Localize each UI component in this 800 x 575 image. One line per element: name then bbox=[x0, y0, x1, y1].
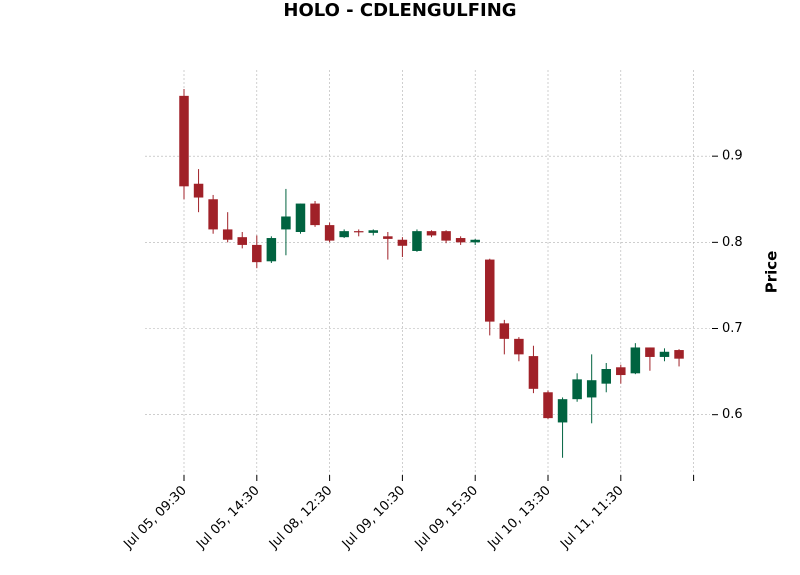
candle-down bbox=[499, 319, 510, 355]
candle-body bbox=[441, 231, 451, 241]
candle-body bbox=[295, 203, 306, 232]
candle-down bbox=[179, 88, 189, 200]
y-tick-label: 0.8 bbox=[722, 235, 743, 250]
candle-down bbox=[397, 237, 408, 257]
x-tick-label: Jul 09, 15:30 bbox=[412, 483, 481, 552]
grid-layer bbox=[145, 70, 710, 475]
candle-body bbox=[397, 239, 408, 246]
candle-up bbox=[368, 229, 379, 236]
y-tick-label: 0.9 bbox=[722, 149, 743, 164]
candle-body bbox=[193, 183, 204, 198]
candle-up bbox=[295, 203, 306, 234]
candle-up bbox=[266, 236, 277, 264]
candle-body bbox=[601, 369, 611, 384]
candle-down bbox=[208, 194, 218, 234]
candle-down bbox=[426, 230, 437, 238]
candle-body bbox=[281, 216, 291, 230]
candle-body bbox=[659, 351, 670, 357]
candle-up bbox=[601, 362, 611, 393]
candle-body bbox=[455, 238, 466, 243]
candle-up bbox=[557, 397, 568, 458]
candle-body bbox=[499, 323, 510, 339]
candle-body bbox=[572, 379, 582, 400]
candle-down bbox=[528, 345, 539, 394]
candle-body bbox=[674, 350, 684, 359]
candle-body bbox=[266, 238, 277, 262]
candle-up bbox=[412, 229, 422, 252]
y-tick-label: 0.7 bbox=[722, 321, 743, 336]
candle-body bbox=[557, 399, 568, 423]
candle-down bbox=[310, 200, 320, 227]
candle-up bbox=[630, 343, 641, 375]
candle-down bbox=[222, 212, 233, 243]
chart-title: HOLO - CDLENGULFING bbox=[283, 0, 517, 21]
candle-down bbox=[645, 347, 655, 371]
candle-down bbox=[485, 258, 495, 336]
candle-layer bbox=[179, 88, 684, 458]
candle-body bbox=[252, 244, 262, 263]
candle-body bbox=[645, 347, 655, 357]
candle-body bbox=[485, 259, 495, 322]
candle-up bbox=[659, 348, 670, 362]
y-tick-label: 0.6 bbox=[722, 407, 743, 422]
x-tick-label: Jul 11, 11:30 bbox=[557, 483, 626, 552]
candle-down bbox=[237, 232, 247, 249]
y-axis-title: Price bbox=[763, 251, 781, 294]
candle-up bbox=[470, 238, 480, 245]
candle-body bbox=[179, 95, 189, 187]
candle-body bbox=[310, 203, 320, 226]
x-tick-label: Jul 10, 13:30 bbox=[484, 483, 553, 552]
x-tick-label: Jul 05, 09:30 bbox=[120, 483, 189, 552]
candle-body bbox=[208, 199, 218, 230]
candle-down bbox=[543, 390, 553, 419]
candle-body bbox=[528, 356, 539, 389]
candle-body bbox=[630, 347, 641, 374]
candle-body bbox=[368, 230, 379, 233]
candle-down bbox=[514, 337, 524, 362]
candle-down bbox=[252, 235, 262, 269]
candle-down bbox=[674, 349, 684, 367]
candle-body bbox=[470, 239, 480, 243]
candle-body bbox=[514, 338, 524, 355]
candle-down bbox=[441, 230, 451, 244]
candle-down bbox=[616, 364, 626, 384]
candle-down bbox=[353, 229, 364, 237]
candle-body bbox=[412, 231, 422, 251]
x-tick-label: Jul 05, 14:30 bbox=[193, 483, 262, 552]
candle-down bbox=[324, 222, 335, 243]
candle-down bbox=[383, 232, 393, 260]
candle-up bbox=[572, 373, 582, 402]
candle-up bbox=[339, 229, 349, 239]
candle-body bbox=[353, 231, 364, 233]
candle-body bbox=[339, 231, 349, 238]
candle-body bbox=[324, 225, 335, 241]
candle-body bbox=[586, 380, 597, 398]
x-tick-label: Jul 08, 12:30 bbox=[266, 483, 335, 552]
candle-down bbox=[455, 236, 466, 245]
candle-down bbox=[193, 169, 204, 213]
candle-body bbox=[222, 229, 233, 240]
candle-up bbox=[281, 188, 291, 256]
x-tick-label: Jul 09, 10:30 bbox=[339, 483, 408, 552]
candle-body bbox=[383, 236, 393, 239]
candle-body bbox=[616, 367, 626, 376]
candle-body bbox=[543, 392, 553, 419]
candle-body bbox=[237, 237, 247, 245]
candle-body bbox=[426, 231, 437, 236]
candle-up bbox=[586, 354, 597, 424]
